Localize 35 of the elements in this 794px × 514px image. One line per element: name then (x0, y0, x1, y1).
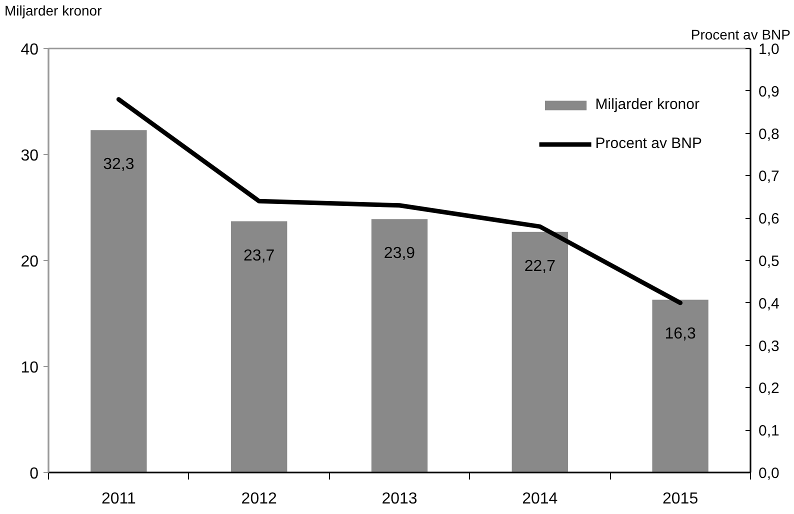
x-tick-label: 2012 (241, 490, 277, 508)
x-tick-label: 2015 (662, 490, 698, 508)
data-label: 23,7 (244, 247, 275, 264)
y2-tick-label: 0,7 (758, 168, 780, 186)
y-axis-title: Miljarder kronor (4, 2, 102, 18)
bar (231, 221, 288, 472)
legend-label: Procent av BNP (595, 135, 702, 152)
bar (90, 130, 147, 472)
data-label: 23,9 (384, 245, 416, 262)
data-label: 22,7 (524, 258, 556, 275)
y-tick-label: 10 (20, 360, 39, 376)
x-tick-label: 2014 (522, 490, 558, 508)
bar (512, 232, 568, 472)
y2-tick-label: 0,8 (758, 126, 780, 143)
y2-tick-label: 0,5 (758, 253, 780, 270)
y2-tick-label: 0,2 (758, 380, 780, 398)
bar (652, 300, 708, 472)
data-label: 32,3 (103, 156, 134, 174)
y-tick-label: 20 (20, 254, 39, 270)
y2-axis-title: Procent av BNP (690, 26, 791, 42)
y2-tick-label: 0,9 (758, 83, 780, 100)
x-tick-label: 2013 (382, 490, 418, 508)
legend-label: Miljarder kronor (595, 96, 700, 113)
y2-tick-label: 0,3 (758, 338, 780, 355)
x-tick-label: 2011 (101, 490, 136, 508)
bar (371, 219, 428, 472)
y2-tick-label: 1,0 (758, 41, 780, 58)
y2-tick-label: 0,4 (758, 295, 780, 312)
y2-tick-label: 0,0 (758, 465, 780, 482)
data-label: 16,3 (664, 326, 696, 343)
y-tick-label: 0 (30, 466, 39, 482)
y-tick-label: 30 (20, 148, 39, 164)
y-tick-label: 40 (20, 42, 39, 58)
y2-tick-label: 0,6 (758, 210, 780, 228)
y2-tick-label: 0,1 (758, 422, 780, 440)
